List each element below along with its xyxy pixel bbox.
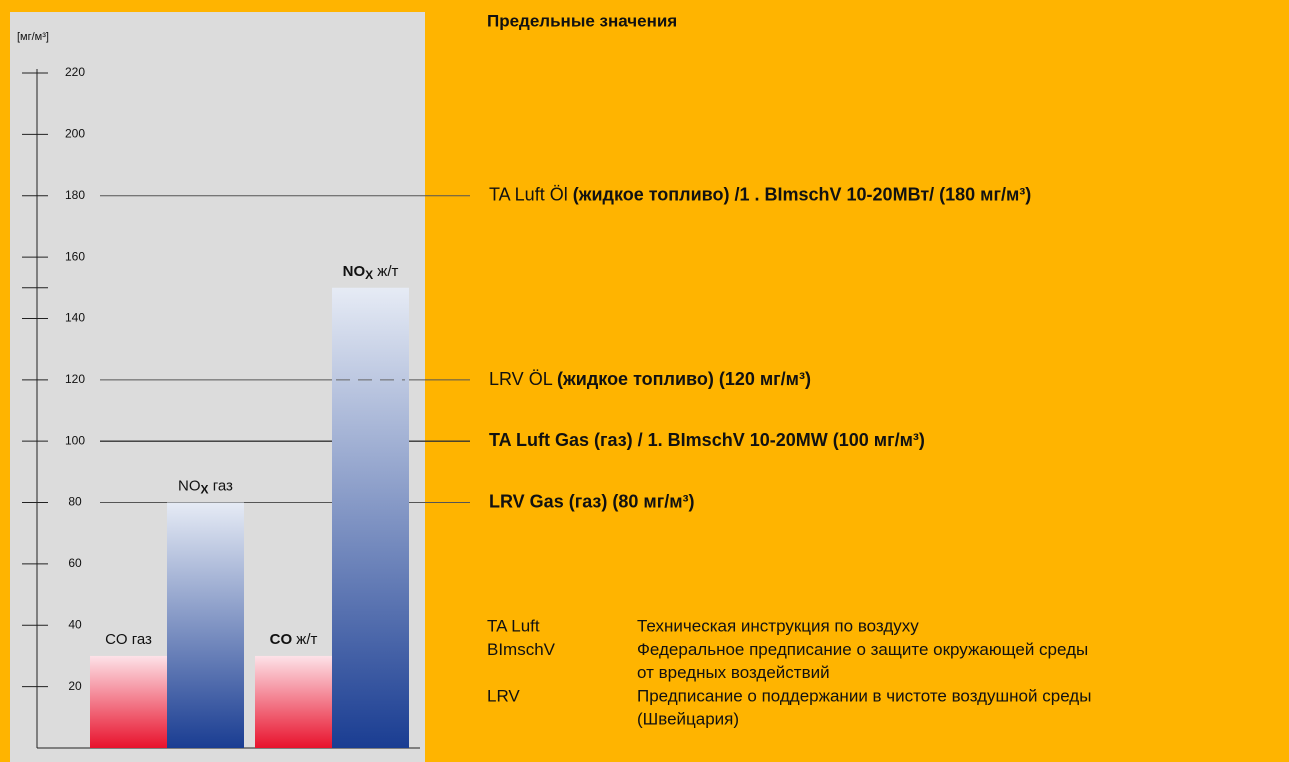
bar-label-formula: CO (270, 631, 293, 648)
limit-label-part: LRV ÖL (489, 369, 557, 389)
bar-label-sub: X (365, 268, 373, 282)
glossary-abbr: LRV (487, 686, 520, 705)
bar-label-formula: NO (178, 478, 201, 495)
bar-label-sub: X (201, 483, 209, 497)
glossary-definition: Федеральное предписание о защите окружаю… (637, 640, 1088, 659)
bar-label: NOX ж/т (343, 263, 399, 282)
limit-label-part: (жидкое топливо) /1 . BImschV 10-20МВт/ … (573, 184, 1032, 204)
bar (332, 287, 409, 748)
bar-label-suffix: газ (128, 631, 152, 648)
glossary-definition: (Швейцария) (637, 710, 739, 729)
y-tick-label: 40 (68, 617, 82, 631)
y-tick-label: 80 (68, 495, 82, 509)
limit-label: TA Luft Öl (жидкое топливо) /1 . BImschV… (489, 184, 1031, 204)
y-tick-label: 140 (65, 311, 85, 325)
bar-label: NOX газ (178, 478, 233, 497)
y-tick-label: 120 (65, 372, 85, 386)
limit-label: LRV ÖL (жидкое топливо) (120 мг/м³) (489, 369, 811, 389)
y-tick-label: 160 (65, 249, 85, 263)
y-tick-label: 20 (68, 679, 82, 693)
y-tick-label: 220 (65, 65, 85, 79)
y-unit: [мг/м³] (17, 31, 49, 43)
glossary-definition: от вредных воздействий (637, 663, 830, 682)
glossary-abbr: TA Luft (487, 616, 540, 635)
bar (90, 655, 167, 748)
limit-label-part: TA Luft Gas (газ) / 1. BImschV 10-20MW (… (489, 430, 925, 450)
glossary-definition: Предписание о поддержании в чистоте возд… (637, 686, 1091, 705)
limit-label-part: (жидкое топливо) (120 мг/м³) (557, 369, 811, 389)
bar-label-suffix: газ (209, 478, 233, 495)
glossary-abbr: BImschV (487, 640, 556, 659)
y-tick-label: 180 (65, 188, 85, 202)
y-tick-label: 200 (65, 127, 85, 141)
bar-label-suffix: ж/т (373, 263, 398, 280)
bar (255, 655, 332, 748)
glossary-definition: Техническая инструкция по воздуху (637, 616, 919, 635)
bar-label-formula: NO (343, 263, 366, 280)
y-tick-label: 100 (65, 433, 85, 447)
limit-label: TA Luft Gas (газ) / 1. BImschV 10-20MW (… (489, 430, 925, 450)
chart-title: Предельные значения (487, 11, 677, 30)
limit-label: LRV Gas (газ) (80 мг/м³) (489, 491, 695, 511)
bar-label-formula: CO (105, 631, 128, 648)
bar-label-suffix: ж/т (292, 631, 317, 648)
y-tick-label: 60 (68, 556, 82, 570)
bar (167, 502, 244, 748)
bar-label: CO ж/т (270, 631, 318, 648)
limit-label-part: TA Luft Öl (489, 184, 573, 204)
limit-label-part: LRV Gas (газ) (80 мг/м³) (489, 491, 695, 511)
bar-label: CO газ (105, 631, 152, 648)
